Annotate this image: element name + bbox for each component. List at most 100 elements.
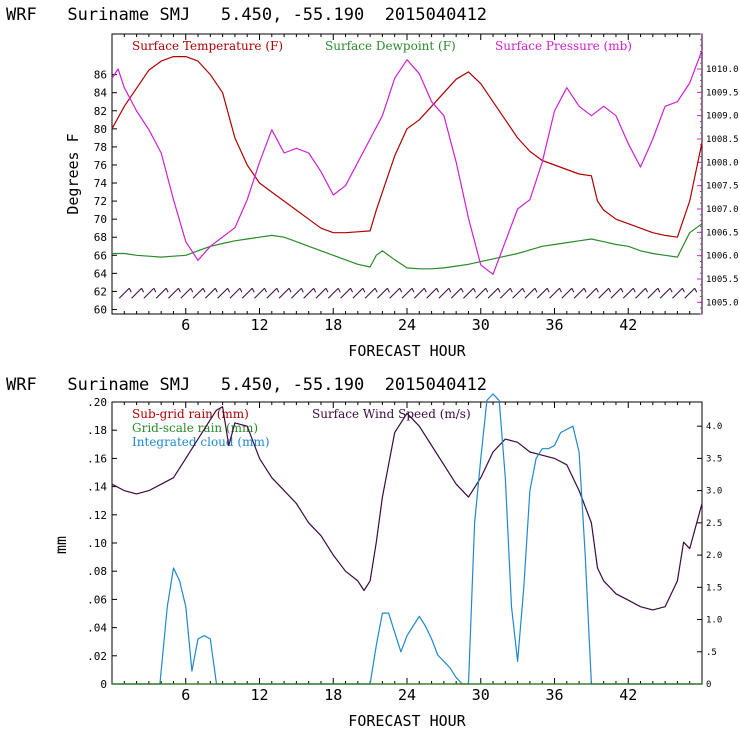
wind-barb-flag: [583, 288, 587, 293]
wind-barb: [610, 287, 622, 299]
y-tick-label: 80: [94, 123, 107, 136]
x-tick-label: 12: [250, 686, 268, 704]
wind-barb-flag: [276, 288, 280, 293]
wind-barb-flag: [411, 288, 415, 293]
wind-barb: [561, 287, 573, 299]
wind-barb: [315, 287, 327, 299]
wind-barb-flag: [485, 288, 489, 293]
wind-barb-flag: [128, 288, 132, 293]
y-tick-label: 64: [94, 267, 108, 280]
top-axis-ticks: 6 12 18 24 30 36 42 60 62 64 66 68 70 72 74 76 78 80 82 84 8…: [94, 33, 739, 334]
wind-barb: [254, 287, 265, 299]
wind-barb: [635, 287, 646, 299]
x-tick-label: 36: [545, 686, 563, 704]
wind-barb: [672, 287, 683, 299]
wind-barb: [659, 287, 671, 299]
top-series: [111, 50, 703, 299]
wind-barb: [204, 287, 216, 299]
wind-barb-flag: [239, 288, 243, 293]
y-tick-label: 82: [94, 105, 107, 118]
y2-tick-label: 1.0: [706, 616, 722, 626]
y-tick-label: 72: [94, 195, 107, 208]
wind-barb-flag: [227, 288, 231, 293]
series-surface-dewpoint-f: [112, 223, 703, 270]
wind-barb: [241, 287, 253, 299]
wind-barb-flag: [423, 288, 427, 293]
y-tick-label: 84: [94, 87, 108, 100]
y2-tick-label: .5: [706, 648, 717, 658]
y2-tick-label: 1009.5: [706, 88, 739, 98]
wind-barb-flag: [178, 288, 181, 293]
wind-barb-flag: [190, 288, 194, 293]
wind-barb: [475, 287, 487, 299]
bottom-series: [111, 393, 703, 685]
wind-barb-flag: [350, 288, 353, 293]
y-tick-label: .08: [87, 565, 107, 578]
top-y-axis-label: Degrees F: [64, 133, 82, 214]
wind-barb-flag: [657, 288, 661, 293]
series-surface-temperature-f: [111, 55, 703, 238]
y2-tick-label: 2.0: [706, 551, 722, 561]
top-plot-frame: [111, 33, 703, 315]
y2-tick-label: 1008.5: [706, 135, 739, 145]
y2-tick-label: 1006.0: [706, 252, 739, 262]
y-tick-label: .04: [87, 622, 107, 635]
wind-barb-flag: [153, 288, 157, 293]
y-tick-label: .12: [87, 509, 107, 522]
y2-tick-label: 1006.5: [706, 228, 739, 238]
wind-barb: [143, 287, 155, 299]
wind-barb: [352, 287, 364, 299]
wind-barb-flag: [386, 288, 390, 293]
legend-surface-dewpoint: Surface Dewpoint (F): [325, 39, 456, 53]
y-tick-label: 68: [94, 231, 107, 244]
wind-barb: [450, 287, 462, 299]
wind-barb-flag: [497, 288, 501, 293]
y-tick-label: .20: [87, 396, 107, 409]
wind-barb-flag: [300, 288, 304, 293]
wind-barb-flag: [632, 288, 636, 293]
wind-barb-flag: [165, 288, 169, 293]
y2-tick-label: 1010.0: [706, 65, 739, 75]
legend-surface-wind-speed: Surface Wind Speed (m/s): [312, 407, 471, 421]
series-surface-pressure-mb: [111, 50, 703, 275]
y-tick-label: .06: [87, 593, 107, 606]
y-tick-label: .14: [87, 481, 107, 494]
bottom-y-axis-label: mm: [52, 536, 70, 554]
legend-surface-temperature: Surface Temperature (F): [132, 39, 283, 53]
wind-barb-flag: [534, 288, 538, 293]
wind-barb: [266, 287, 278, 299]
wind-barb: [438, 287, 450, 299]
wind-barb-flag: [694, 288, 698, 293]
wind-barb-flag: [460, 288, 464, 293]
y-tick-label: 86: [94, 69, 107, 82]
wind-barb: [192, 287, 204, 299]
wind-barb: [291, 287, 302, 299]
wind-barb-flag: [681, 288, 685, 293]
y-tick-label: .18: [87, 424, 107, 437]
series-integrated-cloud-mm: [112, 393, 702, 685]
precip-wind-panel: WRF Suriname SMJ 5.450, -55.190 20150404…: [6, 375, 722, 730]
y2-tick-label: 1007.5: [706, 182, 739, 192]
wind-barb-flag: [436, 288, 440, 293]
wind-barb: [684, 287, 696, 299]
wind-barb: [118, 287, 130, 299]
wind-barb-flag: [374, 288, 378, 293]
wind-barb: [389, 287, 401, 299]
wind-barb: [536, 287, 548, 299]
y-tick-label: 60: [94, 303, 107, 316]
wind-barb: [586, 287, 597, 299]
wind-barb: [303, 287, 315, 299]
wind-barb-flag: [595, 288, 599, 293]
wind-barb-flag: [620, 288, 624, 293]
wind-barb-flag: [141, 288, 145, 293]
y2-tick-label: 3.0: [706, 487, 722, 497]
wind-barb: [327, 287, 339, 299]
x-tick-label: 18: [324, 686, 342, 704]
x-tick-label: 24: [398, 316, 416, 334]
y-tick-label: .02: [87, 650, 107, 663]
wind-barb: [463, 287, 474, 299]
wind-barb-flag: [202, 288, 206, 293]
wind-barb: [512, 287, 523, 299]
wind-barb-flag: [522, 288, 526, 293]
